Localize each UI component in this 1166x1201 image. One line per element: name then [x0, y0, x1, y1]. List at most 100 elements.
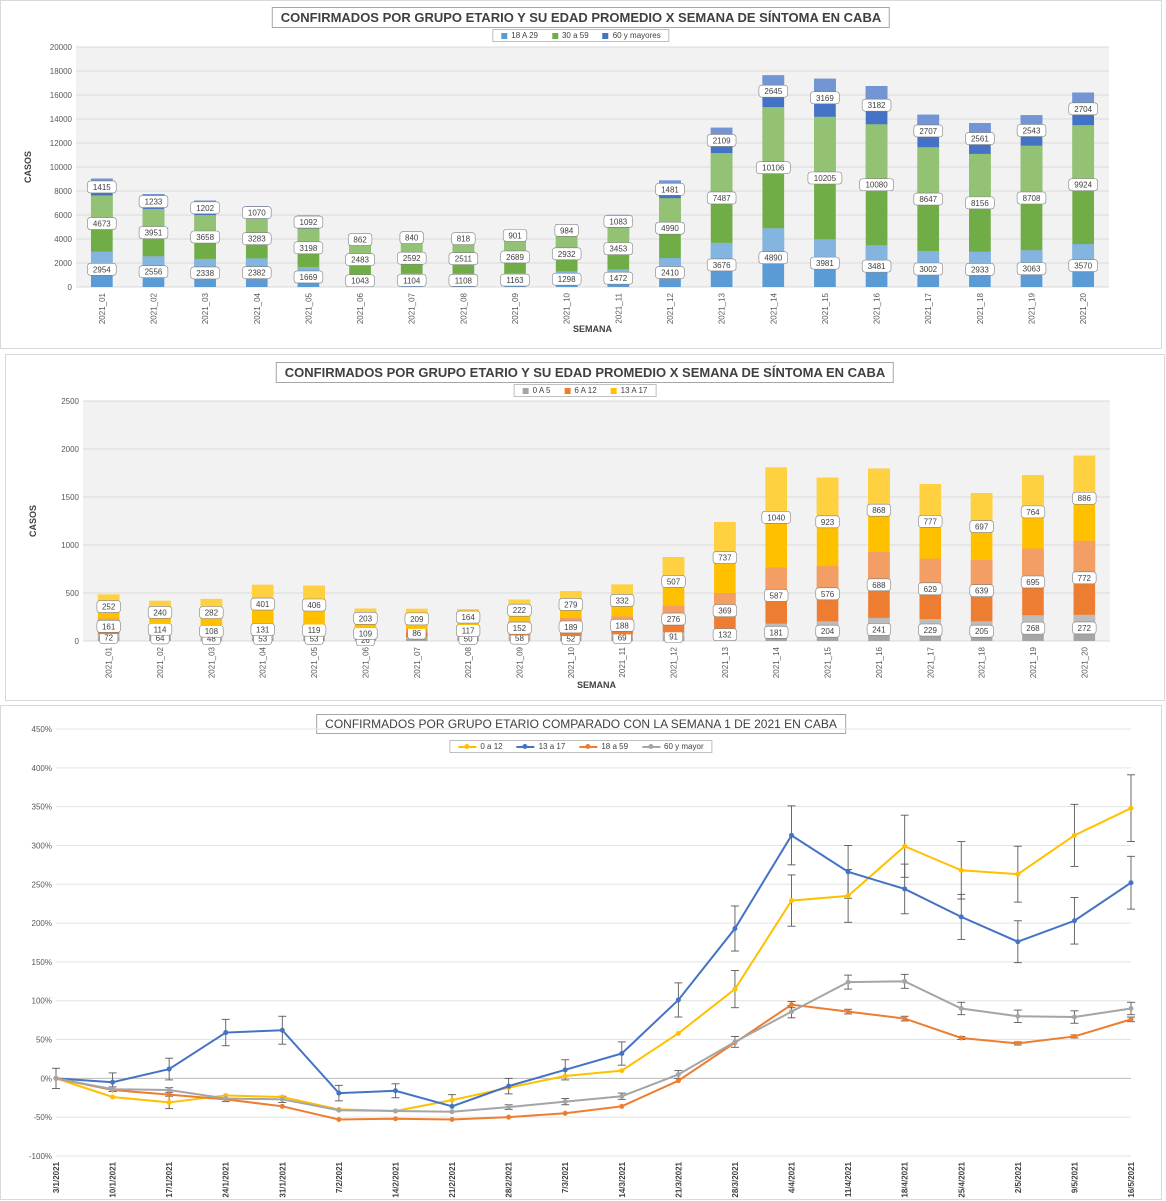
data-label: 818 — [457, 235, 471, 244]
chart-1-title: CONFIRMADOS POR GRUPO ETARIO Y SU EDAD P… — [271, 7, 891, 28]
data-point — [1015, 871, 1021, 877]
legend-swatch — [458, 743, 477, 749]
data-point — [392, 1088, 398, 1094]
data-label-box — [138, 265, 169, 278]
data-label-box — [502, 229, 528, 242]
data-label: 1083 — [609, 217, 627, 226]
data-label-box — [655, 266, 685, 279]
chart-2-plot: 0 500 1000 1500 2000 2500 72 161 252 2021_01 64114… — [28, 397, 1110, 690]
bar-segment-highlight — [868, 617, 890, 629]
data-label: 222 — [513, 606, 527, 615]
x-tick-label: 28/3/2021 — [731, 1161, 740, 1197]
data-label: 1202 — [196, 204, 214, 213]
data-point — [845, 979, 851, 985]
x-axis-label: SEMANA — [573, 324, 613, 334]
data-point — [449, 1109, 455, 1115]
x-tick-label: 2021_10 — [563, 292, 572, 324]
chart-1-legend: 18 A 29 30 a 59 60 y mayores — [492, 29, 670, 42]
data-label: 369 — [718, 607, 732, 616]
y-tick-label: -50% — [33, 1113, 52, 1122]
bar-segment-highlight — [868, 468, 890, 506]
bar-segment-highlight — [149, 600, 171, 612]
bar-segment-highlight — [765, 467, 788, 513]
y-tick-label: 50% — [36, 1036, 52, 1045]
data-label: 695 — [1026, 578, 1040, 587]
bar-segment-highlight — [97, 594, 120, 606]
legend-swatch — [551, 32, 558, 39]
data-label: 3169 — [816, 94, 834, 103]
x-tick-label: 2021_04 — [259, 646, 268, 678]
data-label-box — [293, 241, 324, 255]
y-tick-label: 20000 — [50, 43, 73, 52]
x-tick-label: 2021_03 — [201, 292, 210, 324]
y-tick-label: 300% — [32, 841, 52, 850]
x-tick-label: 2021_09 — [511, 292, 520, 324]
data-point — [1071, 832, 1077, 838]
data-label-box — [199, 606, 224, 619]
x-tick-label: 2021_19 — [1028, 292, 1037, 324]
legend-swatch — [610, 387, 617, 394]
data-label: 2483 — [351, 256, 369, 265]
bar-segment-highlight — [969, 153, 991, 198]
data-point — [789, 1009, 795, 1015]
x-tick-label: 16/5/2021 — [1127, 1161, 1136, 1197]
x-tick-label: 28/2/2021 — [505, 1161, 514, 1197]
data-label: 1233 — [145, 198, 163, 207]
bar-segment-highlight — [303, 585, 325, 604]
legend-swatch — [522, 387, 529, 394]
data-point — [1128, 805, 1134, 811]
data-label: 3570 — [1074, 262, 1092, 271]
legend-label: 18 a 59 — [601, 742, 629, 751]
data-label-box — [706, 134, 737, 147]
data-point — [392, 1108, 398, 1114]
data-label-box — [87, 217, 117, 230]
data-label-box — [965, 132, 995, 145]
chart-panel-3: CONFIRMADOS POR GRUPO ETARIO COMPARADO C… — [0, 705, 1162, 1200]
data-label-box — [96, 620, 121, 633]
y-tick-label: 2000 — [61, 445, 79, 454]
chart-panel-1: CONFIRMADOS POR GRUPO ETARIO Y SU EDAD P… — [0, 0, 1162, 349]
x-tick-label: 2021_19 — [1029, 646, 1038, 678]
data-point — [1071, 1033, 1077, 1039]
data-label-box — [87, 180, 117, 194]
data-point — [1071, 1014, 1077, 1020]
legend-label: 18 A 29 — [511, 31, 538, 40]
data-label-box — [755, 161, 791, 174]
data-point — [223, 1096, 229, 1102]
x-tick-label: 11/4/2021 — [844, 1161, 853, 1197]
data-label-box — [551, 272, 582, 286]
legend-swatch — [579, 743, 598, 749]
x-tick-label: 2021_06 — [361, 646, 370, 678]
data-label: 26 — [361, 636, 370, 645]
data-point — [53, 1075, 59, 1081]
chart-3-plot: -100% -50% 0% 50% 100% 150% 200% 250% 300% 350% 40… — [29, 725, 1136, 1198]
x-tick-label: 2021_01 — [98, 292, 107, 324]
data-point — [845, 893, 851, 899]
bar-segment-highlight — [865, 245, 888, 265]
series-line — [55, 807, 1132, 1112]
y-tick-label: 2500 — [61, 397, 79, 406]
data-label: 108 — [205, 627, 219, 636]
data-label: 868 — [872, 506, 886, 515]
legend-item: 13 a 17 — [516, 742, 565, 751]
x-tick-label: 2021_08 — [459, 292, 468, 324]
data-label-box — [918, 623, 943, 637]
legend-label: 60 y mayor — [664, 742, 704, 751]
data-label: 3198 — [300, 244, 318, 253]
data-label: 772 — [1078, 574, 1092, 583]
data-label-box — [1020, 621, 1046, 635]
data-label: 203 — [359, 614, 373, 623]
bar-segment-highlight — [607, 227, 630, 247]
data-label-box — [448, 252, 479, 265]
legend-swatch — [602, 32, 609, 39]
y-tick-label: 0 — [68, 283, 73, 292]
data-point — [902, 843, 908, 849]
legend-item: 30 a 59 — [551, 31, 589, 40]
x-tick-label: 2021_17 — [924, 292, 933, 324]
legend-item: 60 y mayores — [602, 31, 661, 40]
data-point — [675, 1030, 681, 1036]
x-tick-label: 2021_16 — [875, 646, 884, 678]
data-label-box — [558, 598, 583, 611]
data-label: 2592 — [403, 254, 421, 263]
data-label-box — [706, 258, 737, 272]
